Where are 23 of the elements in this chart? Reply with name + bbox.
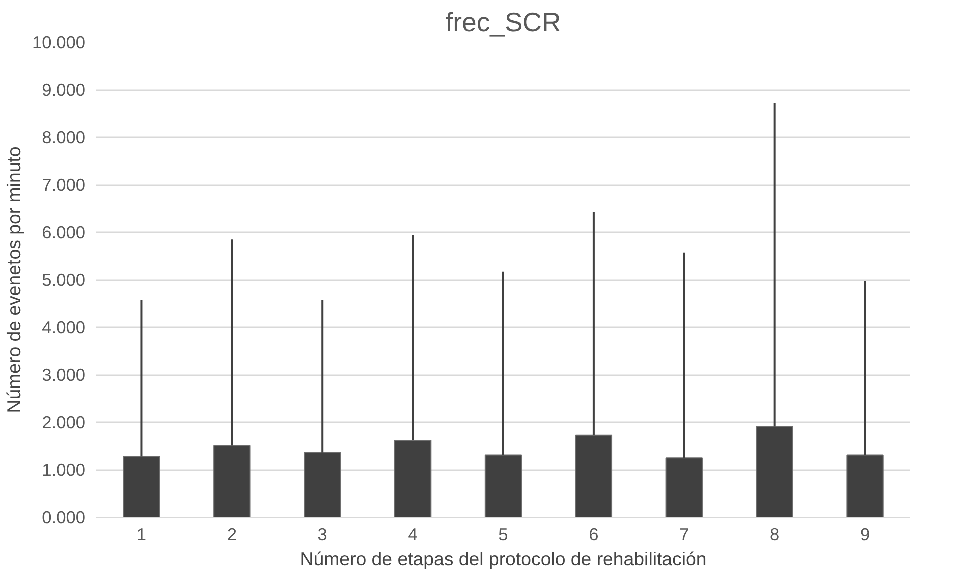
y-tick-label: 5.000 — [42, 270, 86, 290]
x-tick-label: 2 — [227, 524, 237, 544]
y-tick-label: 10.000 — [32, 32, 86, 52]
x-tick-label: 7 — [680, 524, 690, 544]
x-tick-label: 5 — [498, 524, 508, 544]
x-tick-label: 4 — [408, 524, 418, 544]
x-tick-label: 9 — [860, 524, 870, 544]
y-tick-label: 2.000 — [42, 412, 86, 432]
y-tick-label: 3.000 — [42, 365, 86, 385]
y-tick-label: 0.000 — [42, 508, 86, 528]
y-tick-label: 7.000 — [42, 175, 86, 195]
y-axis-title: Número de evenetos por minuto — [4, 146, 24, 414]
y-tick-label: 6.000 — [42, 222, 86, 242]
x-tick-label: 1 — [136, 524, 147, 544]
y-tick-label: 9.000 — [42, 80, 86, 100]
x-axis-title: Número de etapas del protocolo de rehabilitación — [300, 548, 707, 570]
y-tick-label: 8.000 — [42, 128, 86, 148]
y-tick-label: 1.000 — [42, 460, 86, 480]
y-tick-label: 4.000 — [42, 318, 86, 338]
x-tick-label: 3 — [318, 524, 328, 544]
x-tick-label: 6 — [589, 524, 599, 544]
chart-title: frec_SCR — [446, 8, 562, 38]
x-tick-label: 8 — [770, 524, 780, 544]
